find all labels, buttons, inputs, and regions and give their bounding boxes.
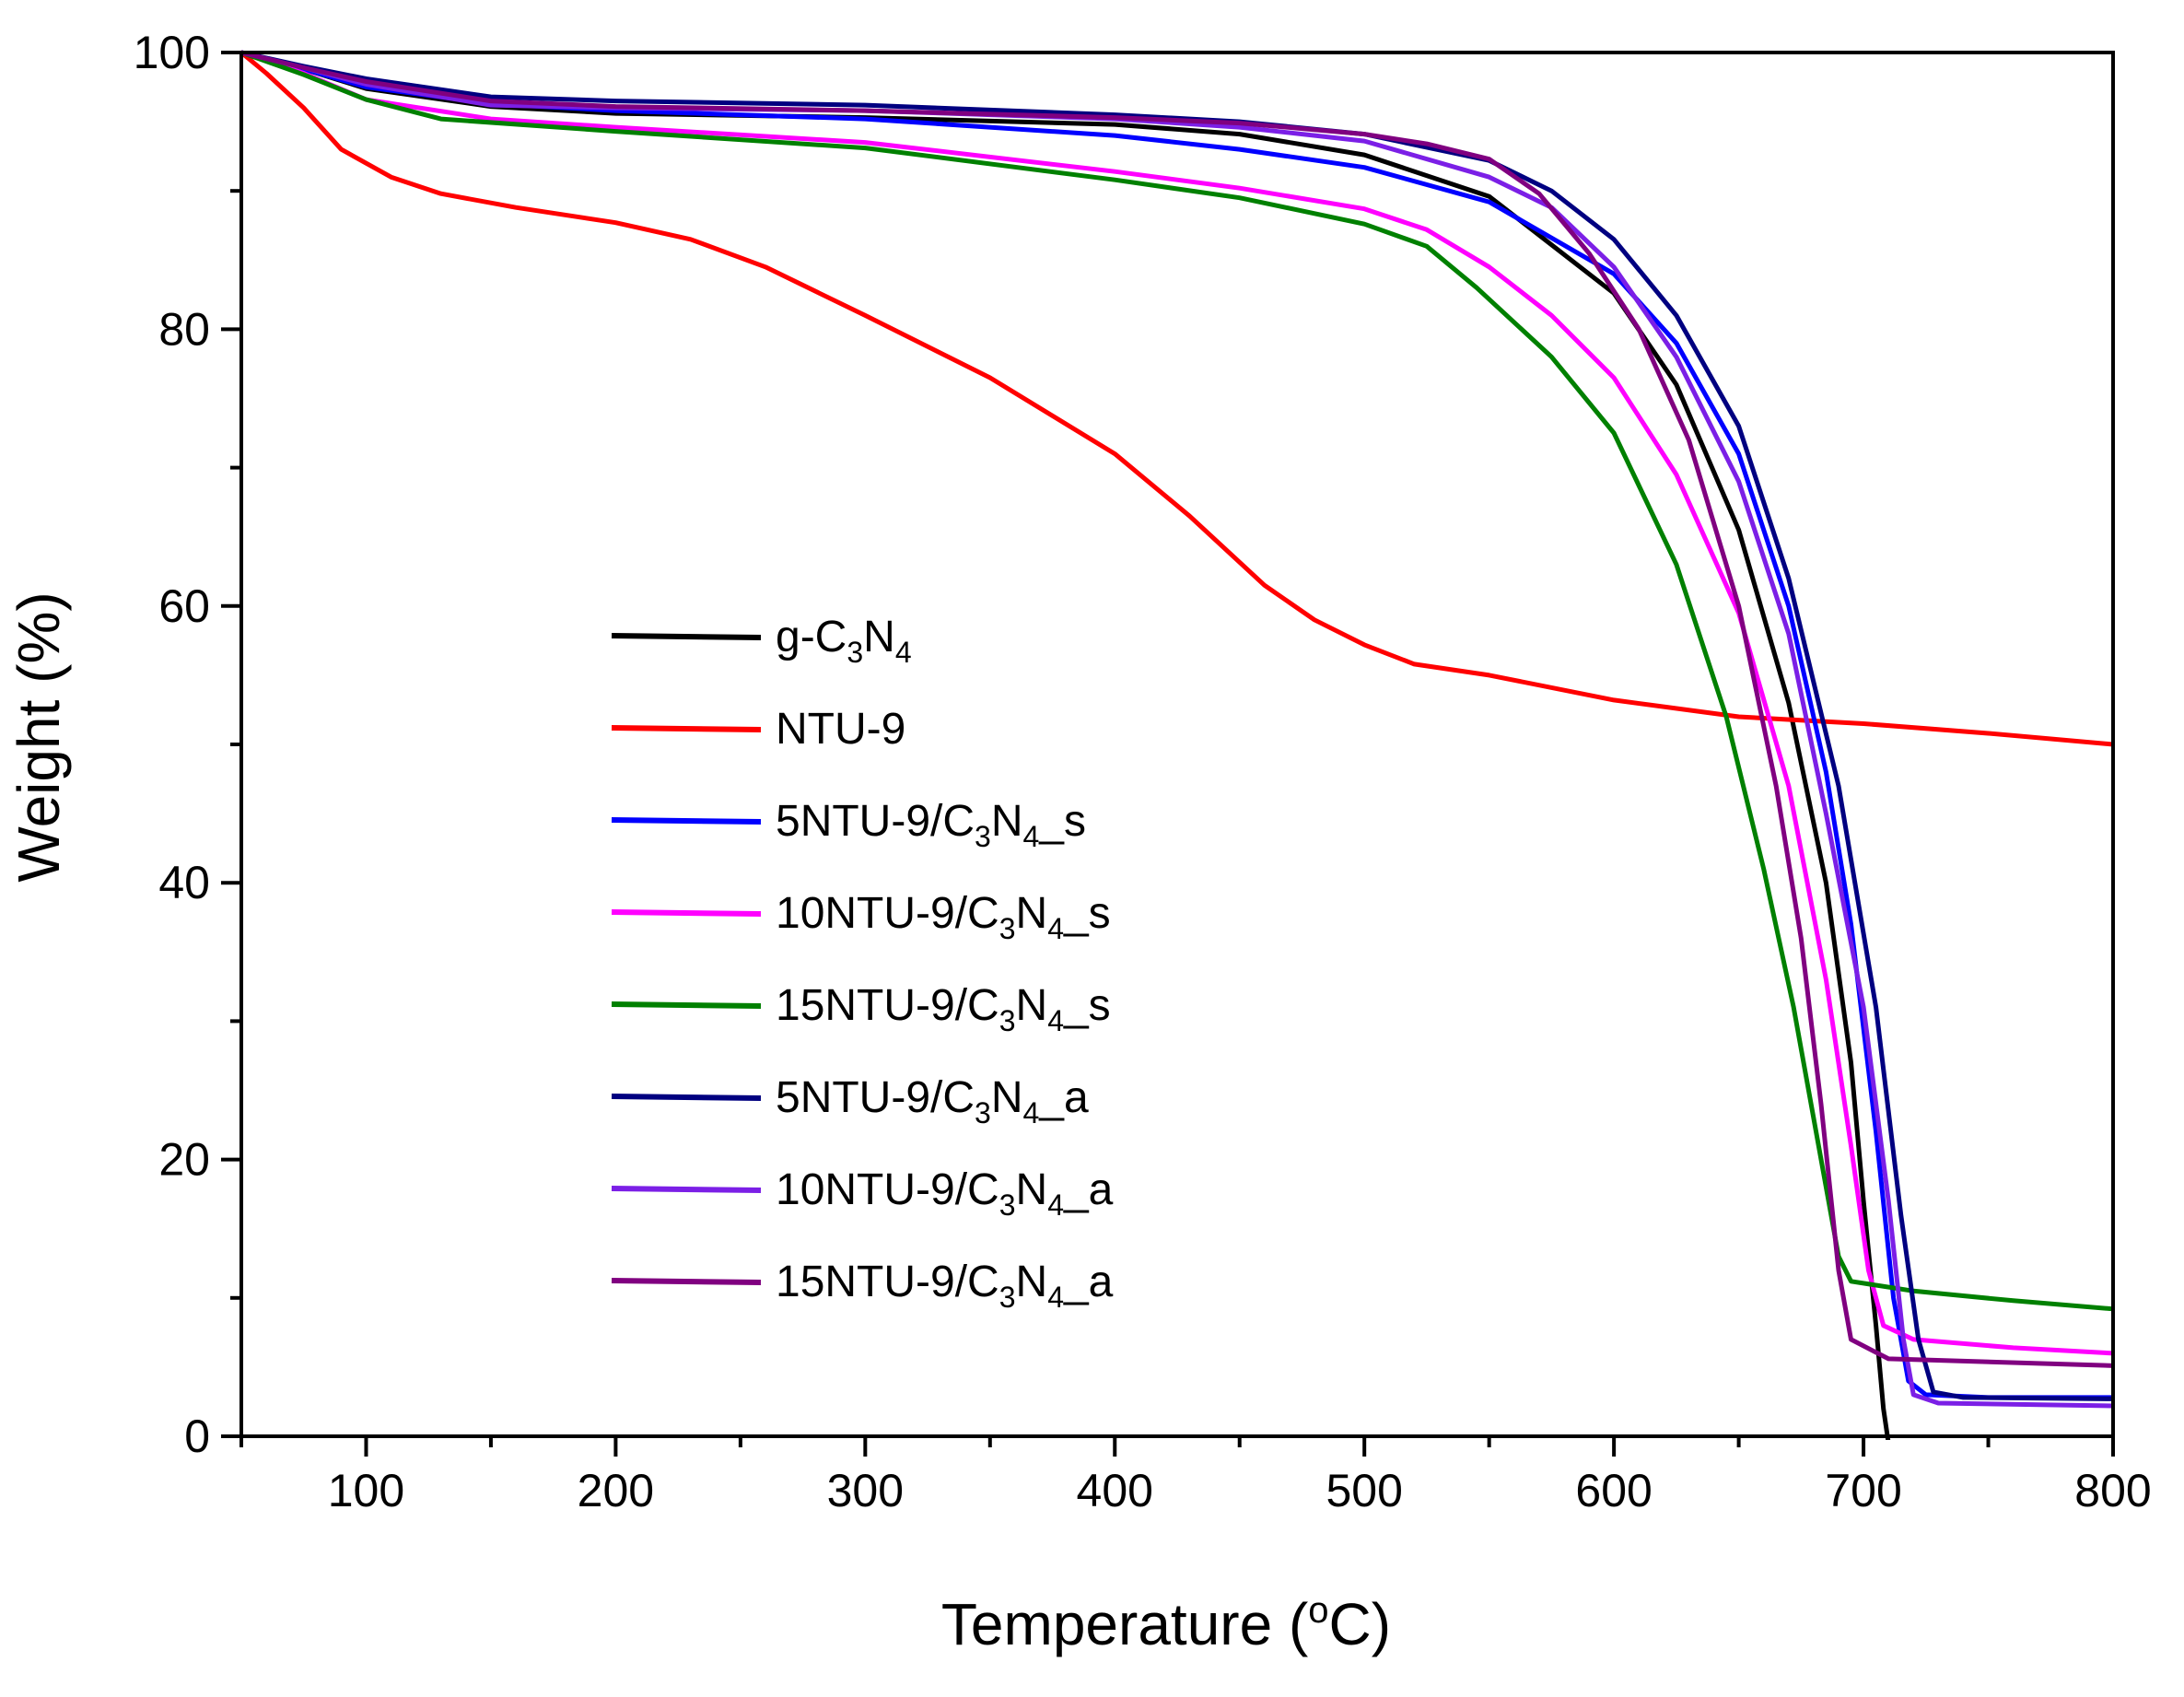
legend-label: 5NTU-9/C3N4_a: [776, 1073, 1089, 1129]
legend-label: 5NTU-9/C3N4_s: [776, 797, 1086, 853]
legend-label: 15NTU-9/C3N4_a: [776, 1258, 1114, 1314]
legend-label: NTU-9: [776, 705, 905, 754]
x-tick-label: 300: [827, 1465, 904, 1516]
legend-item: 15NTU-9/C3N4_a: [611, 1258, 1114, 1314]
series-line-10ntu-9-c3n4-s: [241, 50, 2113, 1356]
series-line-ntu-9: [241, 50, 2113, 747]
x-tick-label: 400: [1077, 1465, 1153, 1516]
legend-item: 15NTU-9/C3N4_s: [611, 981, 1111, 1037]
x-tick-label: 600: [1575, 1465, 1652, 1516]
y-tick-label: 80: [158, 303, 210, 355]
legend-swatch: [611, 1186, 762, 1193]
x-tick-label: 200: [578, 1465, 654, 1516]
legend-swatch: [611, 725, 762, 732]
series-line-g-c3n4: [241, 50, 1891, 1440]
legend-swatch: [611, 1094, 762, 1101]
legend-swatch: [611, 633, 762, 640]
y-tick-label: 0: [184, 1410, 210, 1462]
legend-label: 15NTU-9/C3N4_s: [776, 981, 1111, 1037]
legend-label: 10NTU-9/C3N4_a: [776, 1165, 1114, 1222]
y-axis-title: Weight (%): [6, 591, 72, 882]
series-line-15ntu-9-c3n4-s: [241, 50, 2113, 1312]
legend-item: 5NTU-9/C3N4_a: [611, 1073, 1089, 1129]
legend-label: 10NTU-9/C3N4_s: [776, 889, 1111, 945]
legend-item: g-C3N4: [611, 613, 912, 669]
x-tick-label: 700: [1825, 1465, 1901, 1516]
legend-item: 5NTU-9/C3N4_s: [611, 797, 1086, 853]
y-tick-label: 40: [158, 857, 210, 908]
series-line-5ntu-9-c3n4-a: [241, 50, 2113, 1401]
legend: g-C3N4 NTU-9 5NTU-9/C3N4_s 10NTU-9/C3N4_s 15…: [611, 613, 1114, 1314]
y-tick-label: 60: [158, 580, 210, 632]
x-ticks: 100 200 300 400 500 600 700 800: [239, 1436, 2152, 1516]
series-line-15ntu-9-c3n4-a: [241, 50, 2113, 1368]
legend-item: 10NTU-9/C3N4_a: [611, 1165, 1114, 1222]
legend-swatch: [611, 1278, 762, 1285]
y-tick-label: 20: [158, 1134, 210, 1186]
series-layer: [241, 50, 2113, 1440]
x-axis-title: Temperature (oC): [941, 1590, 1391, 1657]
legend-swatch: [611, 1001, 762, 1009]
legend-item: NTU-9: [611, 705, 905, 754]
x-tick-label: 100: [328, 1465, 404, 1516]
legend-swatch: [611, 817, 762, 825]
legend-label: g-C3N4: [776, 613, 912, 669]
y-ticks: 0 20 40 60 80 100: [134, 27, 241, 1462]
legend-item: 10NTU-9/C3N4_s: [611, 889, 1111, 945]
x-tick-label: 500: [1326, 1465, 1402, 1516]
legend-swatch: [611, 909, 762, 917]
y-tick-label: 100: [134, 27, 210, 78]
x-tick-label: 800: [2074, 1465, 2151, 1516]
series-line-10ntu-9-c3n4-a: [241, 50, 2113, 1409]
